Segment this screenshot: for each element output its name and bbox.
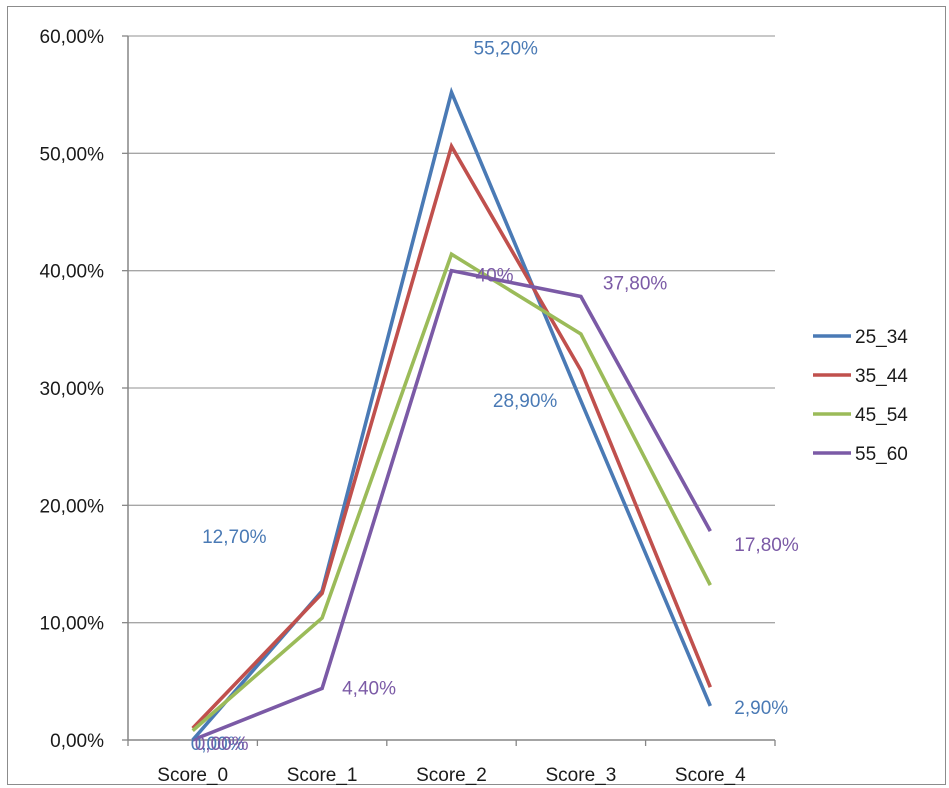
legend-label: 25_34 bbox=[855, 327, 908, 348]
data-label: 2,90% bbox=[734, 698, 788, 719]
series-line-25_34 bbox=[191, 86, 712, 742]
x-category-label: Score_4 bbox=[675, 765, 746, 786]
data-label: 40% bbox=[476, 266, 514, 287]
legend-label: 55_60 bbox=[855, 444, 908, 465]
data-label: 0,00% bbox=[191, 734, 245, 755]
x-category-label: Score_2 bbox=[416, 765, 487, 786]
chart-frame bbox=[7, 6, 946, 785]
y-tick-label: 40,00% bbox=[40, 262, 105, 283]
y-tick-label: 50,00% bbox=[40, 144, 105, 165]
data-label: 12,70% bbox=[202, 527, 267, 548]
y-tick-label: 30,00% bbox=[40, 379, 105, 400]
series-line-35_44 bbox=[191, 141, 712, 730]
y-tick-label: 10,00% bbox=[40, 614, 105, 635]
data-label: 17,80% bbox=[734, 535, 799, 556]
y-tick-label: 60,00% bbox=[40, 27, 105, 48]
series-line-55_60 bbox=[192, 268, 712, 742]
series-line-45_54 bbox=[191, 251, 712, 732]
data-label: 4,40% bbox=[342, 678, 396, 699]
y-tick-label: 20,00% bbox=[40, 496, 105, 517]
legend-label: 45_54 bbox=[855, 405, 908, 426]
x-category-label: Score_3 bbox=[546, 765, 617, 786]
y-tick-label: 0,00% bbox=[50, 731, 104, 752]
data-label: 55,20% bbox=[474, 38, 539, 59]
x-category-label: Score_0 bbox=[157, 765, 228, 786]
data-label: 37,80% bbox=[603, 273, 668, 294]
x-category-label: Score_1 bbox=[287, 765, 358, 786]
data-label: 28,90% bbox=[493, 391, 558, 412]
legend-label: 35_44 bbox=[855, 366, 908, 387]
data-label: 0,00% bbox=[195, 734, 249, 755]
